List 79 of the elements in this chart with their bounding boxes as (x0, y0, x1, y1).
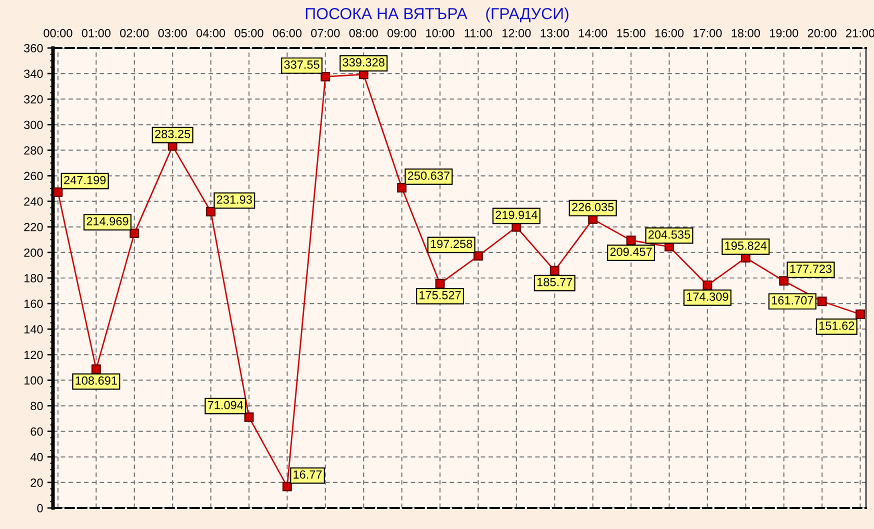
data-label: 231.93 (216, 195, 252, 204)
data-label: 177.723 (790, 264, 832, 274)
point (244, 412, 254, 422)
y-tick-label: 40 (30, 452, 43, 462)
y-tick-label: 220 (24, 222, 43, 232)
data-label: 226.035 (572, 202, 614, 212)
data-label: 185.77 (537, 278, 572, 286)
x-tick-label: 08:00 (349, 28, 378, 38)
y-tick-label: 140 (24, 325, 43, 334)
data-label: 247.199 (64, 176, 106, 184)
point (474, 251, 483, 261)
x-tick-label: 07:00 (311, 28, 340, 38)
data-label: 204.535 (648, 230, 690, 239)
x-tick-label: 19:00 (770, 28, 798, 38)
x-tick-label: 04:00 (196, 28, 226, 38)
point (206, 206, 216, 216)
data-label: 339.328 (342, 58, 384, 67)
point (817, 296, 827, 306)
data-label: 161.707 (772, 296, 814, 305)
x-tick-label: 16:00 (655, 28, 684, 38)
point (130, 228, 140, 238)
x-tick-label: 12:00 (502, 28, 531, 38)
data-label: 195.824 (725, 242, 767, 250)
data-label: 174.309 (687, 292, 728, 301)
y-tick-label: 360 (24, 44, 43, 52)
data-label: 219.914 (496, 210, 538, 220)
y-tick-label: 320 (24, 95, 43, 104)
y-tick-label: 20 (30, 478, 43, 487)
data-label: 209.457 (610, 248, 652, 256)
y-tick-label: 80 (30, 402, 43, 410)
x-tick-label: 11:00 (464, 28, 492, 38)
point (320, 72, 330, 82)
x-tick-label: 18:00 (732, 28, 760, 38)
x-tick-label: 00:00 (44, 28, 72, 38)
data-label: 151.62 (820, 322, 854, 330)
point (779, 276, 789, 286)
point (435, 278, 445, 288)
y-tick-label: 260 (24, 172, 43, 180)
x-tick-label: 15:00 (617, 28, 646, 38)
x-tick-label: 13:00 (540, 28, 569, 38)
data-label: 250.637 (408, 171, 450, 180)
data-label: 197.258 (430, 240, 472, 248)
y-tick-label: 300 (24, 120, 43, 130)
x-tick-label: 06:00 (272, 28, 302, 38)
y-tick-label: 280 (24, 146, 43, 155)
point (702, 280, 712, 290)
x-tick-label: 02:00 (120, 28, 149, 38)
x-tick-label: 09:00 (388, 28, 416, 38)
y-tick-label: 160 (24, 300, 43, 308)
y-tick-label: 120 (24, 350, 43, 360)
y-tick-label: 340 (24, 70, 43, 78)
y-tick-label: 60 (30, 427, 43, 436)
point (91, 364, 101, 374)
point (53, 187, 63, 197)
data-label: 108.691 (76, 376, 117, 385)
y-tick-label: 180 (24, 274, 43, 282)
y-tick-label: 240 (24, 197, 43, 206)
x-tick-label: 05:00 (234, 28, 264, 38)
x-tick-label: 17:00 (694, 28, 722, 38)
point (397, 183, 407, 192)
y-tick-label: 100 (24, 376, 43, 385)
point (856, 310, 865, 319)
x-tick-label: 14:00 (578, 28, 608, 38)
x-tick-label: 10:00 (426, 28, 454, 38)
data-label: 16.77 (294, 470, 322, 479)
x-tick-label: 20:00 (808, 28, 836, 38)
y-tick-label: 200 (24, 248, 43, 257)
y-tick-label: 0 (37, 504, 43, 512)
data-label: 214.969 (86, 217, 128, 226)
point (550, 266, 560, 276)
point (282, 482, 292, 492)
x-tick-label: 03:00 (158, 28, 187, 38)
chart-title: ПОСОКА НА ВЯТЪРА (ГРАДУСИ) (306, 8, 568, 22)
data-label: 337.55 (284, 60, 320, 69)
data-label: 71.094 (208, 400, 244, 410)
x-tick-label: 01:00 (82, 28, 110, 38)
point (626, 236, 636, 246)
data-label: 283.25 (155, 130, 190, 138)
data-label: 175.527 (420, 290, 461, 300)
